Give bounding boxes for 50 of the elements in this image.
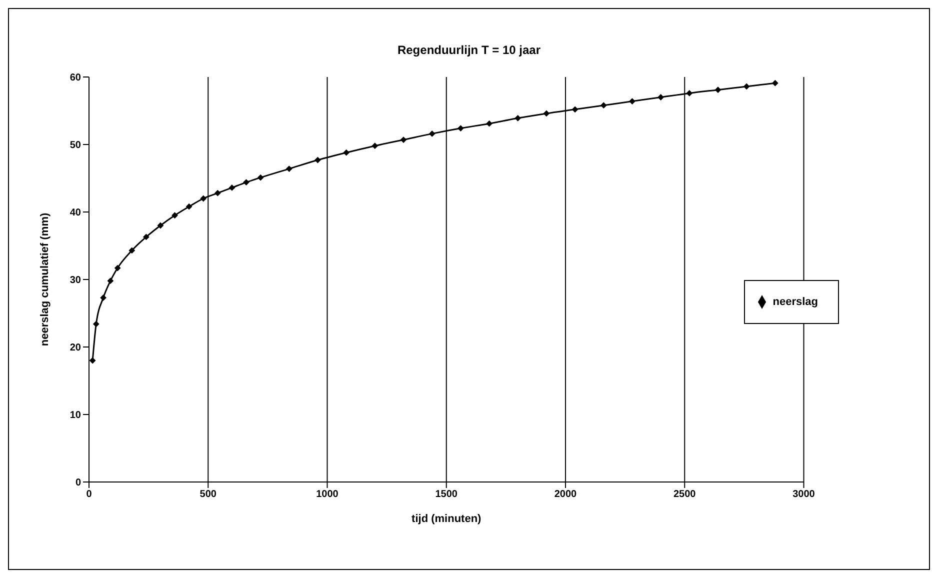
point [157,222,164,229]
y-tick-label: 20 [70,342,82,354]
point [714,86,722,94]
point [743,83,750,90]
point [142,234,150,240]
x-tick-label: 3000 [792,489,816,500]
point [600,102,607,109]
x-axis-title: tijd (minuten) [412,513,482,525]
x-tick-label: 1500 [435,489,458,500]
point [107,278,114,284]
point [629,98,636,104]
point [214,190,221,196]
y-tick-label: 30 [70,275,82,286]
x-tick-label: 0 [86,489,92,500]
point [92,320,100,328]
y-tick-label: 10 [70,410,82,422]
point [100,294,106,301]
point [686,90,693,96]
point [228,184,236,191]
point [428,130,436,137]
y-tick-label: 40 [70,208,82,219]
point [314,156,321,164]
point [372,142,378,150]
x-tick-label: 1000 [316,489,339,500]
point [457,125,464,132]
point [172,212,178,219]
legend-label: neerslag [772,296,818,308]
x-tick-label: 2000 [554,489,578,500]
y-tick-label: 0 [75,478,82,489]
point [89,357,96,364]
point [186,203,192,210]
point [200,195,207,202]
x-tick-label: 500 [200,489,217,500]
point [486,120,492,127]
point [114,264,121,272]
point [772,80,778,86]
point [543,110,550,117]
point [658,94,664,100]
point [343,149,350,156]
y-axis-title: neerslag cumulatief (mm) [38,212,51,346]
point [286,166,292,172]
point [514,114,522,122]
point [257,174,264,181]
chart-title: Regenduurlijn T = 10 jaar [396,43,542,57]
point [572,106,578,113]
point [128,247,136,254]
x-tick-label: 2500 [674,489,696,500]
y-tick-label: 50 [70,140,82,152]
y-tick-label: 60 [70,72,82,84]
point [243,179,250,186]
